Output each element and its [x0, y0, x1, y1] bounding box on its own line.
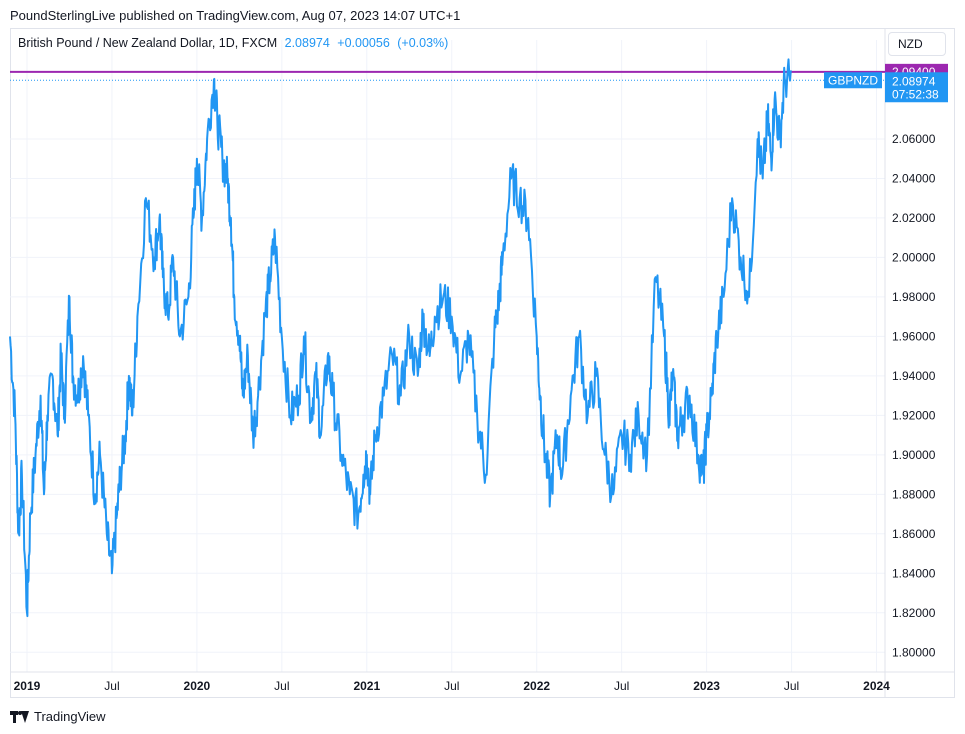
- tradingview-logo[interactable]: TradingView: [10, 709, 106, 724]
- series-name-text: GBPNZD: [828, 73, 878, 87]
- publisher-caption: PoundSterlingLive published on TradingVi…: [10, 8, 461, 23]
- y-tick-label: 1.80000: [892, 645, 936, 659]
- gbpnzd-price-line: [9, 58, 792, 618]
- tradingview-icon: [10, 710, 29, 723]
- x-tick-label: 2019: [14, 679, 41, 693]
- y-tick-label: 1.90000: [892, 448, 936, 462]
- x-tick-label: Jul: [274, 679, 289, 693]
- x-tick-label: 2021: [353, 679, 380, 693]
- series-group: [9, 58, 792, 618]
- last-price-text: 2.08974: [892, 74, 936, 88]
- resistance-line-group: [10, 70, 885, 81]
- y-tick-label: 1.96000: [892, 329, 936, 343]
- axis-separators: [10, 28, 955, 698]
- y-tick-label: 2.00000: [892, 250, 936, 264]
- time-axis: 2019 Jul 2020 Jul 2021 Jul 2022 Jul 2023 Jul 2024: [14, 679, 891, 693]
- price-change-pct: (+0.03%): [397, 36, 449, 50]
- chart-grid: [10, 40, 885, 672]
- x-tick-label: Jul: [444, 679, 459, 693]
- last-price: 2.08974: [284, 36, 330, 50]
- y-tick-label: 1.88000: [892, 487, 936, 501]
- x-tick-label: Jul: [104, 679, 119, 693]
- tradingview-wordmark: TradingView: [34, 709, 106, 724]
- x-tick-label: 2022: [523, 679, 550, 693]
- series-name-badge: [824, 72, 882, 89]
- price-axis: 2.06000 2.04000 2.02000 2.00000 1.98000 1.960…: [892, 132, 936, 659]
- bar-countdown-text: 07:52:38: [892, 87, 939, 101]
- currency-button[interactable]: NZD: [888, 32, 946, 56]
- y-tick-label: 1.98000: [892, 290, 936, 304]
- x-tick-label: Jul: [784, 679, 799, 693]
- y-tick-label: 2.06000: [892, 132, 936, 146]
- x-tick-label: Jul: [614, 679, 629, 693]
- y-tick-label: 1.82000: [892, 606, 936, 620]
- x-tick-label: 2023: [693, 679, 720, 693]
- y-tick-label: 1.92000: [892, 408, 936, 422]
- y-tick-label: 2.02000: [892, 211, 936, 225]
- x-tick-label: 2024: [863, 679, 890, 693]
- x-tick-label: 2020: [184, 679, 211, 693]
- y-tick-label: 1.86000: [892, 527, 936, 541]
- last-price-badge: [885, 72, 948, 103]
- y-tick-label: 2.04000: [892, 171, 936, 185]
- symbol-title: British Pound / New Zealand Dollar, 1D, …: [18, 36, 278, 50]
- y-tick-label: 1.84000: [892, 566, 936, 580]
- price-change: +0.00056: [337, 36, 390, 50]
- symbol-legend: British Pound / New Zealand Dollar, 1D, …: [18, 36, 448, 50]
- y-tick-label: 1.94000: [892, 369, 936, 383]
